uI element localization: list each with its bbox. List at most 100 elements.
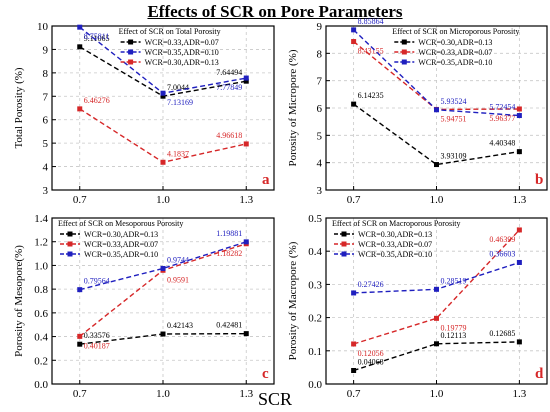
data-label: 4.40348 xyxy=(489,139,515,148)
data-label: 0.12056 xyxy=(358,349,384,358)
panel-d: 0.0 0.1 0.2 0.3 0.4 0.5 0.7 1.0 1.3 Porosity of M… xyxy=(287,213,548,400)
data-point xyxy=(77,333,83,339)
data-point xyxy=(160,331,166,337)
data-label: 5.72454 xyxy=(489,103,515,112)
legend-entry: WCR=0.33,ADR=0.07 xyxy=(358,240,432,249)
data-point xyxy=(434,162,439,168)
legend-marker xyxy=(67,231,73,237)
data-label: 0.19779 xyxy=(441,323,467,332)
y-tick-label: 0.1 xyxy=(308,346,322,358)
y-axis-label: Porosity of Macropore (%) xyxy=(287,241,299,360)
panel-label: d xyxy=(535,366,544,382)
series-line xyxy=(353,103,520,166)
panel-label: b xyxy=(535,172,543,188)
x-tick-label: 0.7 xyxy=(347,388,361,400)
data-point xyxy=(434,315,439,321)
data-point xyxy=(243,75,249,81)
legend-entry: WCR=0.35,ADR=0.10 xyxy=(358,250,432,259)
y-tick-label: 1.0 xyxy=(34,260,48,272)
data-point xyxy=(516,227,522,233)
data-point xyxy=(351,341,357,347)
data-point xyxy=(434,107,439,113)
data-label: 6.46276 xyxy=(84,96,110,105)
y-tick-label: 0.0 xyxy=(34,379,48,391)
data-point xyxy=(160,90,166,96)
y-tick-label: 4 xyxy=(43,162,49,174)
data-label: 0.27426 xyxy=(358,280,384,289)
data-point xyxy=(351,367,357,373)
data-label: 4.1837 xyxy=(167,149,189,158)
legend-entry: WCR=0.33,ADR=0.07 xyxy=(145,38,219,47)
x-tick-label: 0.7 xyxy=(73,194,87,206)
data-point xyxy=(243,141,249,147)
figure-title: Effects of SCR on Pore Parameters xyxy=(147,2,403,21)
data-label: 9.11065 xyxy=(84,34,110,43)
data-label: 1.18282 xyxy=(216,249,242,258)
legend-marker xyxy=(128,39,134,45)
legend-entry: WCR=0.33,ADR=0.07 xyxy=(418,48,492,57)
y-tick-label: 3 xyxy=(317,185,323,197)
data-label: 0.42481 xyxy=(216,321,242,330)
data-point xyxy=(351,27,357,33)
x-tick-label: 1.0 xyxy=(156,388,170,400)
data-point xyxy=(351,290,357,296)
data-label: 0.46399 xyxy=(489,235,515,244)
panel-b: 3 4 5 6 7 8 9 0.7 1.0 1.3 Porosity of Micropore (%… xyxy=(287,17,548,206)
data-label: 4.96618 xyxy=(216,131,242,140)
x-tick-label: 1.3 xyxy=(513,194,527,206)
y-tick-label: 0.2 xyxy=(308,313,322,325)
legend-entry: WCR=0.30,ADR=0.13 xyxy=(145,58,219,67)
x-tick-label: 1.0 xyxy=(430,388,444,400)
data-label: 0.12113 xyxy=(441,331,467,340)
data-label: 0.33576 xyxy=(84,331,110,340)
data-point xyxy=(243,78,249,84)
y-tick-label: 6 xyxy=(317,103,323,115)
y-tick-label: 7 xyxy=(317,76,323,88)
data-point xyxy=(77,341,83,347)
series-line xyxy=(353,229,520,345)
data-label: 0.9744 xyxy=(167,255,189,264)
y-tick-label: 1.4 xyxy=(34,213,48,225)
y-tick-label: 3 xyxy=(43,185,49,197)
data-label: 0.79564 xyxy=(84,277,110,286)
y-axis-label: Porosity of Mesopore(%) xyxy=(13,245,25,357)
x-tick-label: 1.3 xyxy=(239,388,253,400)
series-line xyxy=(79,241,247,291)
x-tick-label: 1.0 xyxy=(430,194,444,206)
legend-entry: WCR=0.30,ADR=0.13 xyxy=(84,230,158,239)
legend-marker xyxy=(67,251,73,257)
data-label: 1.19881 xyxy=(216,229,242,238)
data-point xyxy=(434,341,439,347)
data-label: 5.96377 xyxy=(489,114,515,123)
legend-marker xyxy=(401,59,407,65)
y-tick-label: 5 xyxy=(43,138,49,150)
y-tick-label: 7 xyxy=(43,91,49,103)
panel-label: c xyxy=(262,366,269,382)
legend-entry: WCR=0.33,ADR=0.07 xyxy=(84,240,158,249)
data-point xyxy=(77,106,83,112)
data-label: 0.36603 xyxy=(489,249,515,258)
legend-entry: WCR=0.35,ADR=0.10 xyxy=(418,58,492,67)
y-axis-label: Porosity of Micropore (%) xyxy=(287,49,299,166)
y-tick-label: 8 xyxy=(317,48,323,60)
data-point xyxy=(160,265,166,271)
legend-title: Effect of SCR on Microporous Porosity xyxy=(392,27,519,36)
y-tick-label: 0.8 xyxy=(34,284,48,296)
data-label: 0.04068 xyxy=(358,357,384,366)
data-point xyxy=(243,239,249,245)
data-point xyxy=(243,331,249,337)
legend-entry: WCR=0.30,ADR=0.13 xyxy=(358,230,432,239)
x-tick-label: 0.7 xyxy=(347,194,361,206)
data-point xyxy=(516,259,522,265)
y-tick-label: 0.4 xyxy=(34,332,48,344)
data-point xyxy=(77,24,83,30)
data-point xyxy=(351,39,357,45)
data-label: 0.28519 xyxy=(441,276,467,285)
data-point xyxy=(160,159,166,165)
y-tick-label: 8 xyxy=(43,68,49,80)
data-label: 6.14235 xyxy=(358,91,384,100)
data-label: 5.93524 xyxy=(441,97,467,106)
panel-a: 3 4 5 6 7 8 9 10 0.7 1.0 1.3 Total Porosity (%) 9.11… xyxy=(13,21,275,206)
data-point xyxy=(516,339,522,345)
data-point xyxy=(77,44,83,50)
